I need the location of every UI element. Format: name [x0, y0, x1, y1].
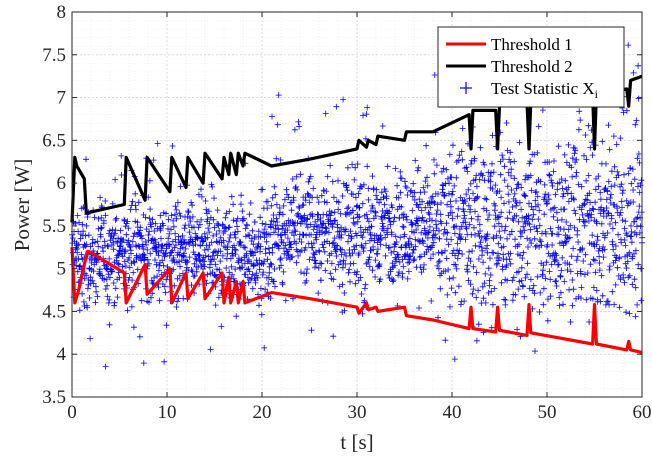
- x-tick-label: 60: [633, 402, 652, 423]
- x-tick-label: 0: [67, 402, 77, 423]
- x-tick-label: 20: [253, 402, 272, 423]
- legend: Threshold 1 Threshold 2 Test Statistic X…: [437, 26, 625, 108]
- threshold2-line: [70, 74, 643, 222]
- y-tick-label: 4.5: [42, 301, 66, 322]
- x-axis-label: t [s]: [340, 430, 373, 454]
- y-tick-label: 8: [57, 2, 67, 23]
- y-tick-label: 5: [57, 259, 67, 280]
- x-tick-label: 10: [158, 402, 177, 423]
- legend-subscript: i: [595, 87, 599, 101]
- y-tick-label: 6.5: [42, 130, 66, 151]
- y-tick-label: 4: [57, 344, 67, 365]
- x-tick-label: 40: [443, 402, 462, 423]
- y-tick-labels: 3.5 4 4.5 5 5.5 6 6.5 7 7.5 8: [42, 2, 66, 408]
- legend-swatch-test-statistic: [460, 82, 472, 94]
- legend-label-threshold-2: Threshold 2: [491, 57, 573, 76]
- threshold-lines: [70, 74, 643, 355]
- x-tick-label: 50: [538, 402, 557, 423]
- y-axis-label: Power [W]: [10, 159, 34, 252]
- legend-label-threshold-1: Threshold 1: [491, 35, 573, 54]
- threshold1-line: [70, 247, 643, 355]
- legend-label-test-statistic: Test Statistic Xi: [491, 79, 599, 101]
- axis-ticks: [71, 11, 643, 398]
- y-tick-label: 7.5: [42, 45, 66, 66]
- x-tick-label: 30: [348, 402, 367, 423]
- y-tick-label: 7: [57, 88, 67, 109]
- x-tick-labels: 0 10 20 30 40 50 60: [67, 402, 651, 423]
- y-tick-label: 6: [57, 173, 67, 194]
- y-tick-label: 5.5: [42, 216, 66, 237]
- y-tick-label: 3.5: [42, 387, 66, 408]
